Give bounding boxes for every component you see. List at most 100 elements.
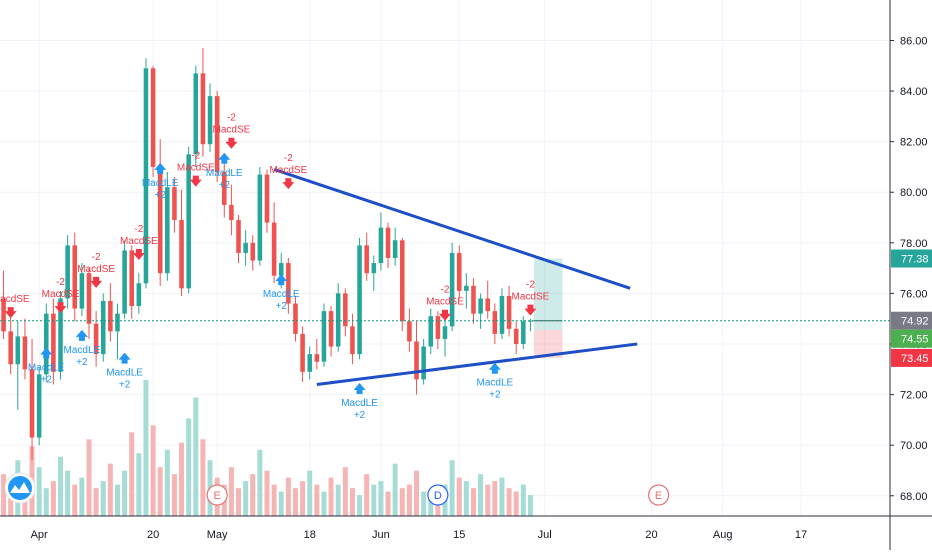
candle-body bbox=[115, 313, 120, 332]
volume-bar bbox=[428, 495, 434, 516]
candle-body bbox=[108, 301, 113, 332]
signal-label: MacdSE bbox=[42, 289, 80, 300]
candle-body bbox=[385, 227, 391, 258]
candles bbox=[1, 48, 533, 461]
volume-bar bbox=[193, 397, 199, 516]
price-label-text: 73.45 bbox=[901, 353, 929, 365]
candle-body bbox=[65, 245, 70, 299]
signal-label: MacdLE bbox=[142, 178, 179, 189]
y-tick-label: 82.00 bbox=[900, 137, 928, 149]
y-tick-label: 70.00 bbox=[900, 440, 928, 452]
volume-bar bbox=[129, 432, 135, 516]
candle-body bbox=[200, 73, 206, 145]
signal-qty: +2 bbox=[276, 301, 288, 312]
price-scale-background[interactable] bbox=[890, 0, 932, 550]
signal-label: MacdLE bbox=[206, 168, 243, 179]
signal-label: MacdSE bbox=[512, 292, 550, 303]
volume-bar bbox=[399, 488, 405, 516]
volume-bar bbox=[36, 467, 42, 516]
volume-bar bbox=[513, 491, 519, 516]
sell-arrow-icon bbox=[189, 175, 202, 187]
volume-bar bbox=[499, 477, 505, 516]
signal-qty: -2 bbox=[526, 280, 535, 291]
signal-label: MacdSE bbox=[120, 236, 158, 247]
signal-qty: -2 bbox=[56, 277, 65, 288]
candle-body bbox=[449, 252, 455, 327]
volume-bar bbox=[506, 488, 512, 516]
tradingview-logo-icon[interactable] bbox=[4, 472, 36, 504]
candle-body bbox=[8, 331, 13, 365]
candle-body bbox=[435, 316, 441, 339]
candle-body bbox=[343, 293, 348, 327]
trendline-upper bbox=[273, 168, 631, 290]
signal-qty: +2 bbox=[41, 375, 53, 386]
volume-bar bbox=[200, 439, 206, 516]
volume-bar bbox=[285, 477, 291, 516]
volume-bar bbox=[150, 425, 156, 516]
price-label-entry bbox=[891, 329, 932, 348]
signal-qty: +2 bbox=[219, 180, 231, 191]
candle-body bbox=[214, 96, 220, 172]
volume-bar bbox=[349, 488, 355, 516]
volume-bar bbox=[157, 467, 163, 516]
candle-body bbox=[229, 204, 234, 221]
buy-arrow-icon bbox=[488, 362, 501, 374]
x-tick-label: 18 bbox=[304, 529, 316, 541]
volume-bar bbox=[264, 470, 270, 516]
candle-body bbox=[257, 174, 263, 261]
volume-bar bbox=[414, 470, 420, 516]
price-label-text: 74.92 bbox=[901, 316, 929, 328]
volume-bar bbox=[357, 495, 363, 516]
signal-label: MacdSE bbox=[269, 165, 307, 176]
price-label-stop bbox=[891, 348, 932, 367]
volume-bar bbox=[86, 439, 92, 516]
trendline-lower bbox=[316, 342, 638, 386]
buy-arrow-icon bbox=[40, 347, 53, 359]
volume-bar bbox=[1, 474, 7, 516]
volume-bar bbox=[43, 488, 49, 516]
buy-arrow-icon bbox=[218, 152, 231, 164]
volume-bar bbox=[307, 470, 313, 516]
event-marker-e bbox=[206, 484, 228, 506]
x-tick-label: Aug bbox=[713, 529, 733, 541]
signal-label: MacdLE bbox=[263, 289, 300, 300]
x-tick-label: 20 bbox=[645, 529, 657, 541]
candle-body bbox=[165, 187, 170, 274]
candle-body bbox=[364, 245, 369, 274]
candle-body bbox=[143, 68, 149, 284]
candle-body bbox=[186, 154, 191, 289]
candle-body bbox=[464, 285, 469, 291]
candle-body bbox=[392, 240, 398, 258]
signal-qty: +2 bbox=[154, 190, 166, 201]
candle-body bbox=[79, 273, 85, 309]
candle-body bbox=[51, 313, 56, 372]
volume-bar bbox=[470, 488, 476, 516]
sell-arrow-icon bbox=[439, 309, 451, 321]
y-tick-label: 72.00 bbox=[900, 390, 928, 402]
signal-label: MacdLE bbox=[28, 363, 65, 374]
candle-body bbox=[58, 298, 63, 372]
candle-body bbox=[506, 295, 512, 329]
sell-arrow-icon bbox=[54, 302, 67, 314]
event-marker-e bbox=[647, 484, 670, 506]
volume-bar bbox=[456, 477, 462, 516]
candle-body bbox=[271, 222, 277, 276]
price-label-last bbox=[891, 311, 932, 330]
volume-bar bbox=[364, 474, 370, 516]
candle-body bbox=[157, 166, 163, 274]
time-axis: Apr 20 May 18 Jun 15 Jul 20 Aug 17 bbox=[31, 529, 808, 541]
volume-bar bbox=[72, 484, 78, 516]
volume-bar bbox=[321, 491, 327, 516]
candle-body bbox=[36, 374, 42, 438]
candle-body bbox=[350, 326, 355, 355]
volume-bar bbox=[314, 484, 320, 516]
candle-body bbox=[521, 321, 526, 344]
volume-bar bbox=[292, 488, 298, 516]
volume-bar bbox=[50, 481, 56, 516]
volume-bar bbox=[228, 467, 234, 516]
candle-body bbox=[328, 311, 334, 347]
volume-bar bbox=[385, 491, 391, 516]
volume-bar bbox=[58, 456, 64, 516]
